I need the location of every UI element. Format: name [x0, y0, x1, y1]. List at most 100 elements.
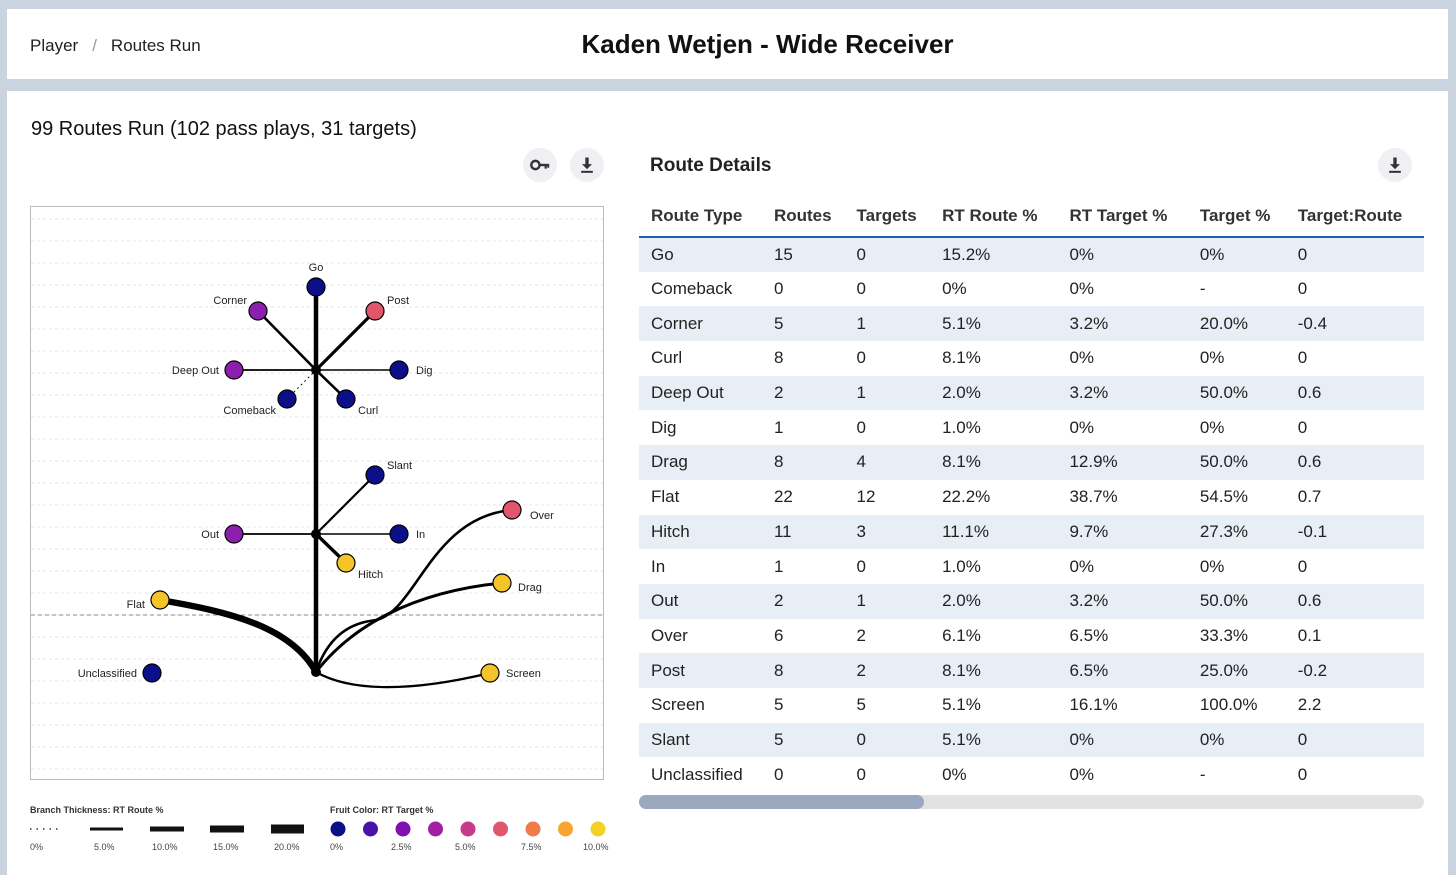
table-cell: 6.5% [1069, 625, 1109, 645]
table-cell: 3.2% [1057, 375, 1188, 411]
table-cell: 0% [942, 279, 967, 299]
table-cell: 0 [1297, 556, 1308, 576]
table-cell: 5 [856, 695, 866, 715]
route-fruit-flat[interactable] [150, 590, 170, 610]
table-cell: 5.1% [930, 722, 1058, 758]
route-fruit-curl[interactable] [336, 389, 356, 409]
table-cell: 20.0% [1187, 306, 1286, 342]
table-cell: 1.0% [942, 417, 981, 437]
table-cell: 1.0% [942, 556, 981, 576]
table-cell: 0 [856, 279, 866, 299]
route-fruit-go[interactable] [306, 277, 326, 297]
table-cell: 0% [1057, 237, 1188, 272]
table-cell: 0 [856, 348, 866, 368]
table-cell: 1 [773, 417, 784, 437]
table-row: Comeback 0 0 0% 0% - 0 [639, 272, 1424, 307]
table-body: Go 15 0 15.2% 0% 0% 0 Comeback 0 0 0% 0% -0 Corner 5 1 5… [639, 237, 1424, 792]
route-fruit-post[interactable] [365, 301, 385, 321]
table-cell: 2.0% [930, 375, 1058, 411]
table-cell: Drag [639, 445, 762, 480]
table-cell: 8 [761, 445, 845, 480]
download-details-button[interactable] [1378, 148, 1412, 182]
table-cell: 0 [1297, 417, 1308, 437]
route-fruit-hitch[interactable] [336, 553, 356, 573]
tree-legend: Branch Thickness: RT Route % Fruit Color… [30, 799, 630, 859]
table-cell: 33.3% [1199, 625, 1249, 645]
scrollbar-thumb[interactable] [639, 795, 924, 809]
legend-key-button[interactable] [523, 148, 557, 182]
table-row: Corner 5 1 5.1% 3.2% 20.0% -0.4 [639, 306, 1424, 342]
column-header[interactable]: RT Route % [930, 195, 1058, 238]
download-tree-button[interactable] [570, 148, 604, 182]
table-cell: Dig [651, 417, 677, 437]
breadcrumb-routes-run: Routes Run [110, 36, 201, 55]
table-cell: Post [639, 653, 762, 688]
route-branch [314, 670, 492, 689]
route-fruit-dig[interactable] [389, 360, 409, 380]
table-cell: 11.1% [930, 514, 1058, 550]
route-fruit-over[interactable] [502, 500, 522, 520]
table-row: Deep Out 2 1 2.0% 3.2% 50.0% 0.6 [639, 375, 1424, 411]
table-cell: 0 [773, 764, 784, 784]
route-fruit-comeback[interactable] [277, 389, 297, 409]
breadcrumb: Player / Routes Run [30, 36, 201, 56]
download-icon [581, 157, 593, 173]
route-label: In [416, 529, 425, 541]
table-cell: 0% [1069, 279, 1095, 299]
route-label: Out [201, 529, 219, 541]
table-cell: 0% [1199, 348, 1225, 368]
table-row: Curl 8 0 8.1% 0% 0% 0 [639, 341, 1424, 376]
table-cell: 0 [844, 722, 931, 758]
table-cell: 54.5% [1199, 487, 1249, 507]
color-tick: 10.0% [583, 842, 609, 852]
table-row: Drag 8 4 8.1% 12.9% 50.0% 0.6 [639, 445, 1424, 480]
route-label: Curl [358, 405, 378, 417]
table-cell: 0.7 [1297, 487, 1322, 507]
route-fruit-unclassified[interactable] [142, 663, 162, 683]
table-cell: 5.1% [930, 306, 1058, 342]
column-header[interactable]: Targets [844, 195, 931, 238]
horizontal-scrollbar[interactable] [639, 795, 1424, 809]
table-cell: 15.2% [930, 237, 1058, 272]
column-header[interactable]: Route Type [639, 195, 762, 238]
route-fruit-screen[interactable] [480, 663, 500, 683]
table-cell: 50.0% [1187, 583, 1286, 619]
table-cell: 22.2% [942, 487, 991, 507]
table-cell: 9.7% [1057, 514, 1188, 550]
color-swatch [525, 821, 541, 837]
column-header[interactable]: Routes [761, 195, 845, 238]
column-header[interactable]: RT Target % [1057, 195, 1188, 238]
table-cell: Corner [639, 306, 762, 342]
route-label: Hitch [358, 569, 383, 581]
route-fruit-in[interactable] [389, 524, 409, 544]
table-cell: Go [639, 237, 762, 272]
color-swatch [428, 821, 443, 837]
breadcrumb-player[interactable]: Player [30, 36, 79, 55]
table-cell: 11 [761, 514, 845, 550]
column-header[interactable]: Target % [1187, 195, 1286, 238]
table-row: Screen 5 5 5.1% 16.1% 100.0% 2.2 [639, 688, 1424, 723]
table-row: Dig 1 0 1.0% 0% 0% 0 [639, 410, 1424, 445]
table-cell: 0 [856, 764, 866, 784]
table-cell: Screen [651, 695, 705, 715]
route-label: Screen [506, 668, 541, 680]
route-fruit-out[interactable] [224, 524, 244, 544]
key-icon [530, 159, 550, 171]
route-branch [314, 309, 377, 372]
table-cell: 27.3% [1187, 514, 1286, 550]
table-cell: 0% [1057, 722, 1188, 758]
route-fruit-drag[interactable] [492, 573, 512, 593]
table-cell: 0% [1069, 417, 1095, 437]
column-header[interactable]: Target:Route [1285, 195, 1424, 238]
route-label: Post [387, 295, 409, 307]
table-cell: 0.1 [1297, 625, 1322, 645]
route-fruit-corner[interactable] [248, 301, 268, 321]
route-details-table-wrap[interactable]: Route Type Routes Targets RT Route % RT Targ… [639, 195, 1424, 792]
table-row: Out 2 1 2.0% 3.2% 50.0% 0.6 [639, 583, 1424, 619]
table-cell: 0% [1069, 764, 1095, 784]
route-fruit-deep-out[interactable] [224, 360, 244, 380]
table-cell: 0% [1069, 556, 1095, 576]
table-cell: 0% [942, 764, 967, 784]
route-fruits: Go Corner Post Deep Out Dig Comeback Curl Slant… [78, 262, 554, 683]
route-fruit-slant[interactable] [365, 465, 385, 485]
